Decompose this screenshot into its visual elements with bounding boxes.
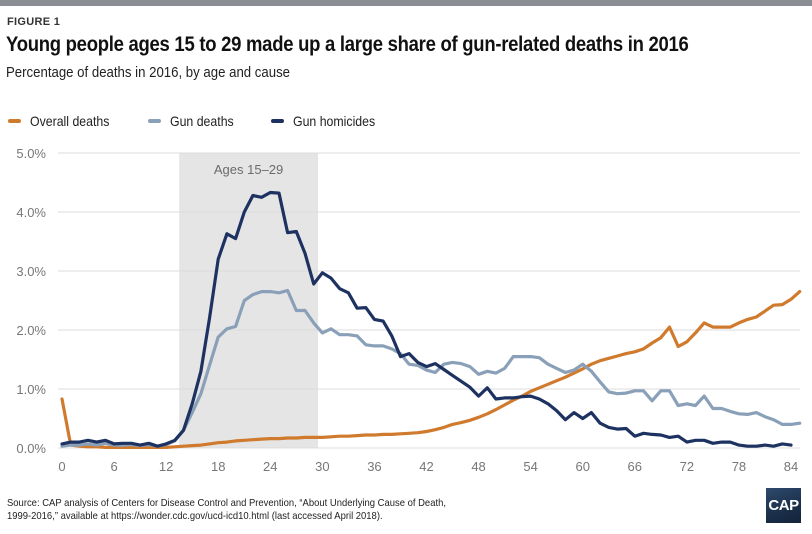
x-tick-label: 66 xyxy=(628,459,642,474)
x-tick-label: 36 xyxy=(367,459,381,474)
x-tick-label: 24 xyxy=(263,459,277,474)
x-tick-label: 48 xyxy=(471,459,485,474)
cap-logo: CAP xyxy=(766,488,801,523)
legend-swatch-gun-deaths xyxy=(148,119,162,123)
x-tick-label: 18 xyxy=(211,459,225,474)
legend-item-overall-deaths: Overall deaths xyxy=(8,113,120,129)
legend-item-gun-deaths: Gun deaths xyxy=(148,113,242,129)
source-line-1: Source: CAP analysis of Centers for Dise… xyxy=(7,497,446,509)
legend: Overall deaths Gun deaths Gun homicides xyxy=(8,112,414,130)
legend-item-gun-homicides: Gun homicides xyxy=(270,113,386,129)
figure-label: FIGURE 1 xyxy=(7,16,61,28)
legend-label: Gun deaths xyxy=(170,113,234,129)
legend-label: Overall deaths xyxy=(30,113,110,129)
y-tick-label: 4.0% xyxy=(16,205,46,220)
x-tick-label: 12 xyxy=(159,459,173,474)
legend-label: Gun homicides xyxy=(292,113,375,129)
y-tick-label: 3.0% xyxy=(16,264,46,279)
age-range-label: Ages 15–29 xyxy=(214,162,283,177)
x-tick-label: 78 xyxy=(732,459,746,474)
x-tick-label: 60 xyxy=(575,459,589,474)
x-tick-label: 72 xyxy=(680,459,694,474)
legend-swatch-overall-deaths xyxy=(8,119,21,123)
x-tick-label: 30 xyxy=(315,459,329,474)
chart-subtitle: Percentage of deaths in 2016, by age and… xyxy=(6,64,291,81)
x-tick-label: 42 xyxy=(419,459,433,474)
y-tick-label: 5.0% xyxy=(16,146,46,161)
y-tick-label: 2.0% xyxy=(16,323,46,338)
y-tick-label: 0.0% xyxy=(16,441,46,456)
x-tick-label: 84 xyxy=(784,459,798,474)
x-tick-label: 6 xyxy=(110,459,117,474)
age-range-band xyxy=(179,153,319,448)
source-line-2: 1999-2016,” available at https://wonder.… xyxy=(7,510,383,522)
legend-swatch-gun-homicides xyxy=(270,119,284,123)
source-note: Source: CAP analysis of Centers for Dise… xyxy=(7,497,446,523)
series-line-gun-homicides xyxy=(60,190,793,448)
series-line-overall-deaths xyxy=(60,290,802,449)
x-tick-label: 54 xyxy=(523,459,537,474)
x-tick-label: 0 xyxy=(58,459,65,474)
series-line-gun-deaths xyxy=(60,288,802,448)
y-tick-label: 1.0% xyxy=(16,382,46,397)
top-rule xyxy=(0,0,812,6)
chart-title: Young people ages 15 to 29 made up a lar… xyxy=(6,33,689,56)
